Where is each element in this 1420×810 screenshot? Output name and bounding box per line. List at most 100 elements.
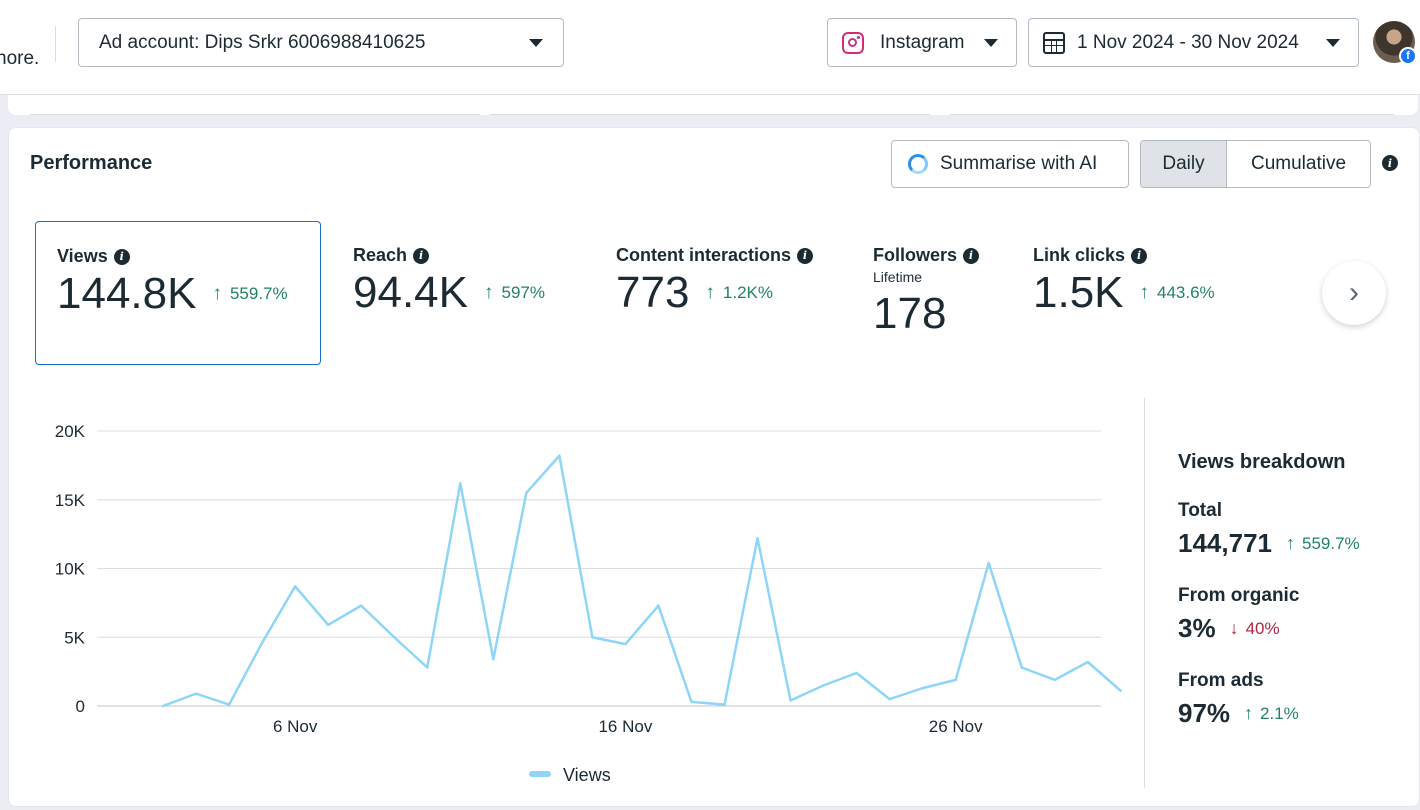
data-point <box>260 641 264 644</box>
metric-views[interactable]: Views i 144.8K ↑ 559.7% <box>35 221 321 365</box>
metric-value: 178 <box>873 289 947 338</box>
truncated-text: nore. <box>0 48 40 69</box>
metric-sublabel: Lifetime <box>873 269 923 285</box>
total-label: Total <box>1178 500 1222 521</box>
ads-value: 97% <box>1178 698 1231 728</box>
data-point <box>921 686 924 690</box>
arrow-up-icon: ↑ <box>705 282 715 304</box>
chevron-right-icon: › <box>1349 276 1359 309</box>
summarise-label: Summarise with AI <box>940 153 1098 174</box>
metric-value: 773 <box>616 268 690 317</box>
daily-toggle[interactable]: Daily <box>1141 141 1227 187</box>
arrow-up-icon: ↑ <box>1285 533 1295 553</box>
platform-label: Instagram <box>880 31 965 53</box>
date-range-dropdown[interactable]: 1 Nov 2024 - 30 Nov 2024 <box>1028 18 1359 67</box>
divider <box>55 26 56 62</box>
data-point <box>492 658 495 661</box>
data-point <box>326 623 330 627</box>
summarise-with-ai-button[interactable]: Summarise with AI <box>891 140 1129 188</box>
metric-link-clicks[interactable]: Link clicks i 1.5K ↑ 443.6% <box>1033 245 1215 316</box>
data-point <box>591 636 594 639</box>
total-value: 144,771 <box>1178 528 1272 558</box>
cumulative-toggle[interactable]: Cumulative <box>1227 141 1370 187</box>
metric-change: 1.2K% <box>722 283 774 303</box>
next-metrics-button[interactable]: › <box>1322 261 1386 325</box>
metric-followers[interactable]: Followers i Lifetime 178 <box>873 245 980 338</box>
legend-label: Views <box>563 765 611 785</box>
data-point <box>855 671 858 675</box>
data-point <box>426 666 429 669</box>
ads-change: 2.1% <box>1260 703 1299 723</box>
organic-label: From organic <box>1178 585 1300 606</box>
platform-dropdown[interactable]: Instagram <box>827 18 1017 67</box>
caret-down-icon <box>984 38 998 47</box>
data-point <box>194 692 198 695</box>
y-tick-label: 20K <box>55 422 86 441</box>
facebook-icon: f <box>1399 47 1417 65</box>
data-point <box>1053 678 1056 682</box>
x-tick-label: 26 Nov <box>929 717 983 736</box>
info-icon[interactable]: i <box>113 248 130 265</box>
x-tick-label: 16 Nov <box>598 717 652 736</box>
data-point <box>1020 666 1023 669</box>
views-breakdown: Views breakdown Total 144,771 ↑ 559.7% Fr… <box>1178 451 1360 729</box>
data-point <box>393 636 396 639</box>
data-point <box>360 604 363 607</box>
arrow-down-icon: ↓ <box>1229 618 1239 638</box>
metric-label: Views <box>57 246 108 266</box>
breakdown-title: Views breakdown <box>1178 451 1346 473</box>
metric-reach[interactable]: Reach i 94.4K ↑ 597% <box>353 245 545 316</box>
performance-title: Performance <box>30 152 153 174</box>
data-point <box>954 678 957 682</box>
x-tick-label: 6 Nov <box>273 717 318 736</box>
info-icon[interactable]: i <box>413 247 430 264</box>
arrow-up-icon: ↑ <box>1139 282 1150 304</box>
info-icon[interactable]: i <box>1131 247 1148 264</box>
data-point <box>459 482 462 485</box>
performance-card: Performance Summarise with AI Daily Cumu… <box>8 127 1420 807</box>
previous-card-edge <box>8 95 1418 115</box>
legend-swatch <box>529 771 551 777</box>
calendar-icon <box>1043 31 1065 54</box>
arrow-up-icon: ↑ <box>483 282 494 304</box>
metric-change: 597% <box>501 283 545 303</box>
arrow-up-icon: ↑ <box>212 283 222 305</box>
instagram-icon <box>842 31 864 54</box>
ad-account-label: Ad account: Dips Srkr 6006988410625 <box>99 31 426 53</box>
metric-value: 1.5K <box>1033 268 1124 317</box>
ad-account-dropdown[interactable]: Ad account: Dips Srkr 6006988410625 <box>78 18 564 67</box>
info-icon[interactable]: i <box>797 247 814 264</box>
organic-change: 40% <box>1245 618 1280 638</box>
metric-label: Reach <box>353 245 408 265</box>
y-tick-label: 0 <box>76 697 85 716</box>
ai-icon <box>908 154 928 174</box>
data-point <box>822 684 825 687</box>
y-tick-label: 10K <box>55 560 86 579</box>
arrow-up-icon: ↑ <box>1244 703 1254 723</box>
data-point <box>624 642 627 646</box>
views-line-chart: 0 5K 10K 15K 20K 6 Nov 16 Nov 26 Nov Views <box>55 422 1123 785</box>
data-point <box>161 704 165 708</box>
data-point <box>690 700 693 704</box>
data-point <box>558 454 561 457</box>
y-tick-label: 5K <box>64 628 85 647</box>
data-point <box>227 703 231 706</box>
top-bar: nore. Ad account: Dips Srkr 600698841062… <box>0 0 1420 95</box>
metric-content-interactions[interactable]: Content interactions i 773 ↑ 1.2K% <box>616 245 814 317</box>
info-icon[interactable]: i <box>963 247 980 264</box>
data-point <box>756 537 759 540</box>
data-point <box>789 699 792 702</box>
caret-down-icon <box>529 38 543 47</box>
view-mode-toggle: Daily Cumulative <box>1140 140 1371 188</box>
data-point <box>525 491 528 495</box>
data-point <box>1086 660 1089 664</box>
ads-label: From ads <box>1178 670 1264 691</box>
series-line-views <box>162 454 1122 708</box>
info-icon[interactable]: i <box>1382 155 1398 171</box>
data-point <box>987 561 990 565</box>
total-change: 559.7% <box>1301 533 1360 553</box>
caret-down-icon <box>1326 38 1340 47</box>
organic-value: 3% <box>1178 613 1216 643</box>
metric-value: 94.4K <box>353 268 468 317</box>
metric-label: Followers <box>873 245 958 265</box>
